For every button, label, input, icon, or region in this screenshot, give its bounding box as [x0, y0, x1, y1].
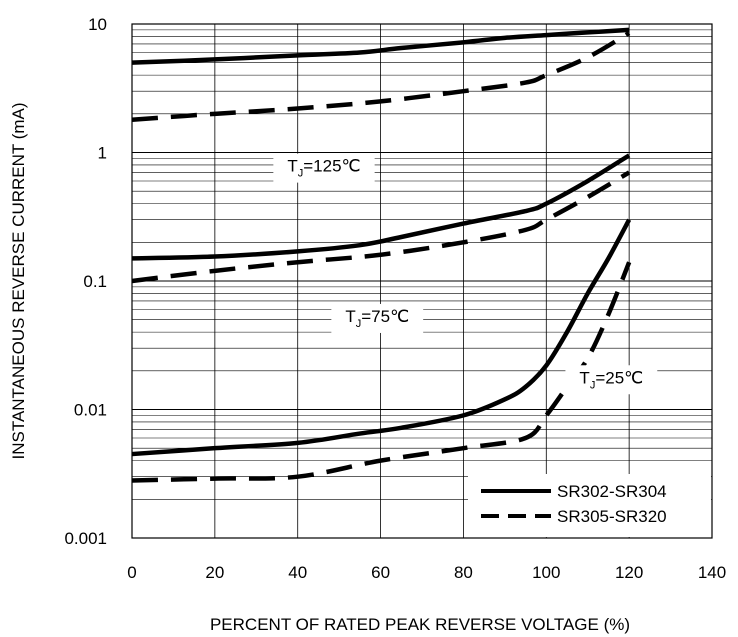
annotation-125c-text: TJ=125℃: [287, 157, 360, 180]
legend: SR302-SR304 SR305-SR320: [468, 474, 711, 537]
grid: [132, 24, 712, 538]
y-tick-label: 0.01: [74, 401, 107, 420]
annotation-75c-text: TJ=75℃: [345, 307, 409, 330]
series-dashed-75c-line: [131, 170, 631, 284]
y-tick-label: 0.1: [83, 272, 107, 291]
series-dashed-25c-line: [131, 261, 632, 483]
y-axis-title: INSTANTANEOUS REVERSE CURRENT (mA): [9, 102, 28, 459]
x-tick-label: 60: [371, 563, 390, 582]
x-tick-label: 20: [205, 563, 224, 582]
y-tick-label: 10: [88, 15, 107, 34]
annotation-75c: TJ=75℃: [331, 303, 424, 333]
x-tick-labels: 0 20 40 60 80 100 120 140: [127, 563, 726, 582]
x-tick-label: 40: [288, 563, 307, 582]
y-tick-labels: 0.001 0.01 0.1 1 10: [64, 15, 107, 548]
annotation-125c: TJ=125℃: [273, 153, 375, 183]
x-tick-label: 140: [698, 563, 726, 582]
series-layer: [131, 27, 632, 483]
x-tick-label: 120: [615, 563, 643, 582]
x-axis-title: PERCENT OF RATED PEAK REVERSE VOLTAGE (%…: [210, 615, 630, 634]
y-tick-label: 0.001: [64, 529, 107, 548]
series-solid-125c-line: [131, 27, 630, 65]
series-dashed-125c-line: [131, 31, 631, 122]
annotation-25c: TJ=25℃: [565, 365, 658, 395]
x-tick-label: 0: [127, 563, 136, 582]
y-tick-label: 1: [98, 144, 107, 163]
series-solid-75c-line: [131, 153, 631, 261]
x-tick-label: 100: [532, 563, 560, 582]
annotation-25c-text: TJ=25℃: [579, 368, 643, 391]
legend-label-dashed: SR305-SR320: [557, 507, 667, 526]
legend-label-solid: SR302-SR304: [557, 482, 667, 501]
series-solid-25c-line: [131, 218, 632, 457]
x-tick-label: 80: [454, 563, 473, 582]
